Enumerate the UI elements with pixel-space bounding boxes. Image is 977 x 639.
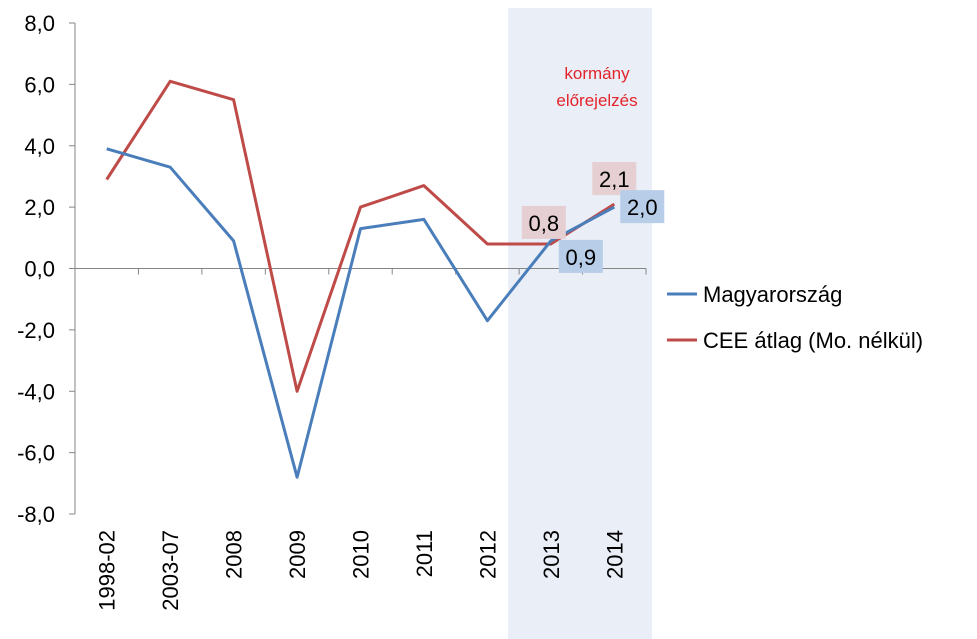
data-label-box <box>620 190 665 224</box>
forecast-annotation-line-2: előrejelzés <box>556 91 637 110</box>
legend: Magyarország CEE átlag (Mo. nélkül) <box>667 282 923 353</box>
x-tick-labels: 1998-02 2003-07 2008 2009 2010 2011 2012 2013 20… <box>95 530 628 611</box>
data-label-box <box>592 162 637 196</box>
y-tick-label: 6,0 <box>24 72 55 97</box>
y-tick-label: -4,0 <box>17 379 55 404</box>
y-tick-label: 2,0 <box>24 195 55 220</box>
x-tick-label: 2008 <box>222 530 247 579</box>
x-tick-label: 2013 <box>539 530 564 579</box>
series-line-0 <box>106 147 616 479</box>
series-line-1 <box>105 79 616 393</box>
x-tick-label: 2003-07 <box>158 530 183 611</box>
legend-label-cee-atlag: CEE átlag (Mo. nélkül) <box>703 328 923 353</box>
y-tick-label: -8,0 <box>17 502 55 527</box>
data-label: 2,1 <box>599 167 630 192</box>
x-tick-label: 1998-02 <box>95 530 120 611</box>
axes <box>69 22 647 515</box>
y-tick-label: 8,0 <box>24 11 55 36</box>
y-tick-label: 4,0 <box>24 134 55 159</box>
x-tick-label: 2014 <box>602 530 627 579</box>
x-tick-label: 2010 <box>349 530 374 579</box>
series-lines <box>105 79 616 479</box>
forecast-shaded-region <box>508 8 652 639</box>
y-tick-labels: 8,0 6,0 4,0 2,0 0,0 -2,0 -4,0 -6,0 -8,0 <box>17 11 55 527</box>
y-tick-label: 0,0 <box>24 257 55 282</box>
x-tick-label: 2009 <box>285 530 310 579</box>
x-tick-label: 2012 <box>475 530 500 579</box>
data-label: 2,0 <box>627 195 658 220</box>
x-tick-label: 2011 <box>412 530 437 577</box>
data-label-box <box>521 205 566 239</box>
data-label: 0,9 <box>566 245 597 270</box>
legend-label-magyarorszag: Magyarország <box>703 282 842 307</box>
data-label-box <box>558 239 603 273</box>
data-labels: 0,8 2,1 0,9 2,0 <box>521 162 665 273</box>
forecast-annotation-line-1: kormány <box>564 64 630 83</box>
y-tick-label: -2,0 <box>17 318 55 343</box>
y-tick-label: -6,0 <box>17 441 55 466</box>
data-label: 0,8 <box>529 211 560 236</box>
